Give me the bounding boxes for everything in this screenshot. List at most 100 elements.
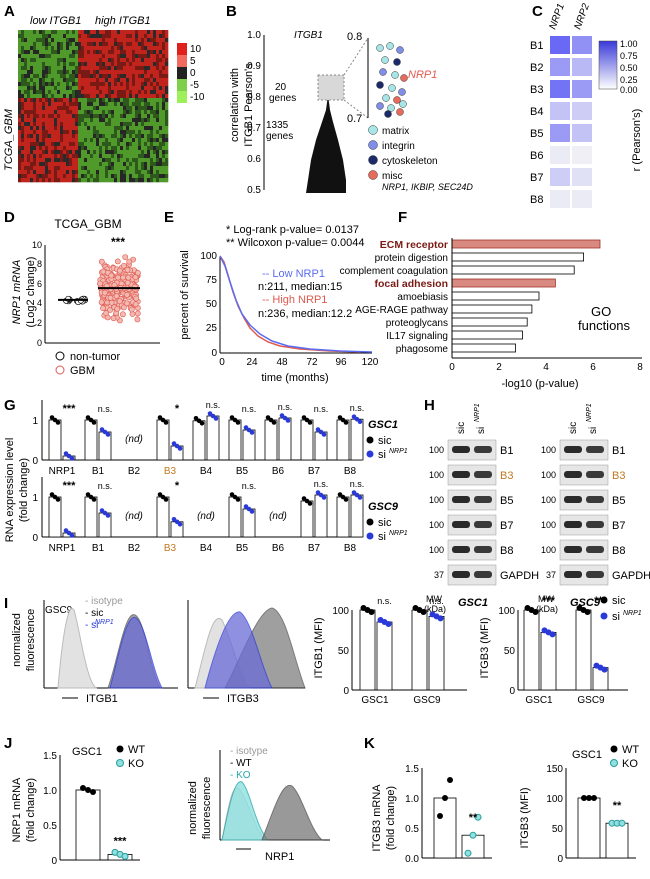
heatmap-cell [111,134,115,139]
heatmap-cell [66,162,70,167]
heatmap-cell [156,170,160,175]
heatmap-cell [78,46,82,51]
heatmap-cell [48,86,52,91]
heatmap-cell [111,38,115,43]
heatmap-cell [69,154,73,159]
heatmap-cell [21,58,25,63]
heatmap-cell [138,170,142,175]
heatmap-cell [45,174,49,179]
panel-d: D TCGA_GBM NRP1 mRNA (Log2 change) 10 8 … [4,209,160,377]
heatmap-cell [165,70,169,75]
heatmap-cell [135,94,139,99]
i-hist1-si [109,617,163,689]
heatmap-cell [27,94,31,99]
heatmap-cell [108,106,112,111]
heatmap-cell [75,34,79,39]
heatmap-cell [27,162,31,167]
heatmap-cell [72,50,76,55]
j-legend-wt-marker [116,745,124,753]
heatmap-cell [159,138,163,143]
heatmap-cell [33,74,37,79]
heatmap-cell [24,174,28,179]
j-legend-ko: KO [128,758,144,770]
k-point [591,795,597,801]
heatmap-cell [135,134,139,139]
heatmap-cell [78,82,82,87]
heatmap-cell [42,166,46,171]
heatmap-cell [120,114,124,119]
heatmap-cell [18,146,22,151]
f-xtick: 6 [590,362,596,373]
d-point-gbm [103,310,109,316]
heatmap-cell [93,118,97,123]
k-tick: 100 [546,794,563,805]
g-top-chart: 10NRP1***B1n.s.B2(nd)B3*B4n.s.B5n.s.B6n.… [32,400,364,477]
heatmap-cell [78,62,82,67]
heatmap-cell [165,166,169,171]
heatmap-cell [162,174,166,179]
heatmap-cell [102,34,106,39]
j-hist-xlabel: NRP1 [265,851,294,863]
j-cell: GSC1 [72,746,102,758]
heatmap-cell [126,46,130,51]
heatmap-cell [120,166,124,171]
heatmap-cell [117,134,121,139]
heatmap-cell [135,82,139,87]
heatmap-cell [18,170,22,175]
heatmap-cell [120,162,124,167]
heatmap-cell [72,114,76,119]
heatmap-cell [18,138,22,143]
heatmap-cell [114,130,118,135]
heatmap-cell [126,150,130,155]
heatmap-cell [156,106,160,111]
heatmap-cell [150,38,154,43]
heatmap-cell [81,30,85,35]
h-blot-strip [447,489,497,511]
heatmap-cell [63,54,67,59]
heatmap-cell [39,146,43,151]
heatmap-cell [120,54,124,59]
heatmap-cell [36,126,40,131]
heatmap-cell [33,38,37,43]
heatmap-cell [69,110,73,115]
h-row-label: B7 [612,520,625,532]
heatmap-cell [156,114,160,119]
heatmap-cell [102,78,106,83]
heatmap-cell [48,134,52,139]
heatmap-cell [90,110,94,115]
g-point [249,509,255,514]
heatmap-cell [147,42,151,47]
heatmap-cell [162,126,166,131]
heatmap-cell [162,50,166,55]
heatmap-cell [21,126,25,131]
heatmap-cell [75,166,79,171]
heatmap-cell [123,74,127,79]
heatmap-cell [21,170,25,175]
heatmap-cell [123,166,127,171]
heatmap-cell [93,70,97,75]
heatmap-cell [159,166,163,171]
heatmap-cell [51,154,55,159]
heatmap-cell [57,42,61,47]
heatmap-cell [105,130,109,135]
heatmap-cell [159,90,163,95]
heatmap-cell [51,74,55,79]
heatmap-cell [150,138,154,143]
heatmap-cell [156,94,160,99]
heatmap-cell [72,98,76,103]
heatmap-cell [45,30,49,35]
heatmap-cell [111,110,115,115]
heatmap-cell [114,146,118,151]
heatmap-cell [117,50,121,55]
heatmap-cell [36,122,40,127]
heatmap-cell [27,130,31,135]
heatmap-cell [156,150,160,155]
heatmap-cell [126,122,130,127]
d-tick: 8 [37,259,42,269]
heatmap-cell [108,90,112,95]
heatmap-cell [42,114,46,119]
k-cell: GSC1 [572,749,602,761]
heatmap-cell [90,162,94,167]
heatmap-cell [21,38,25,43]
